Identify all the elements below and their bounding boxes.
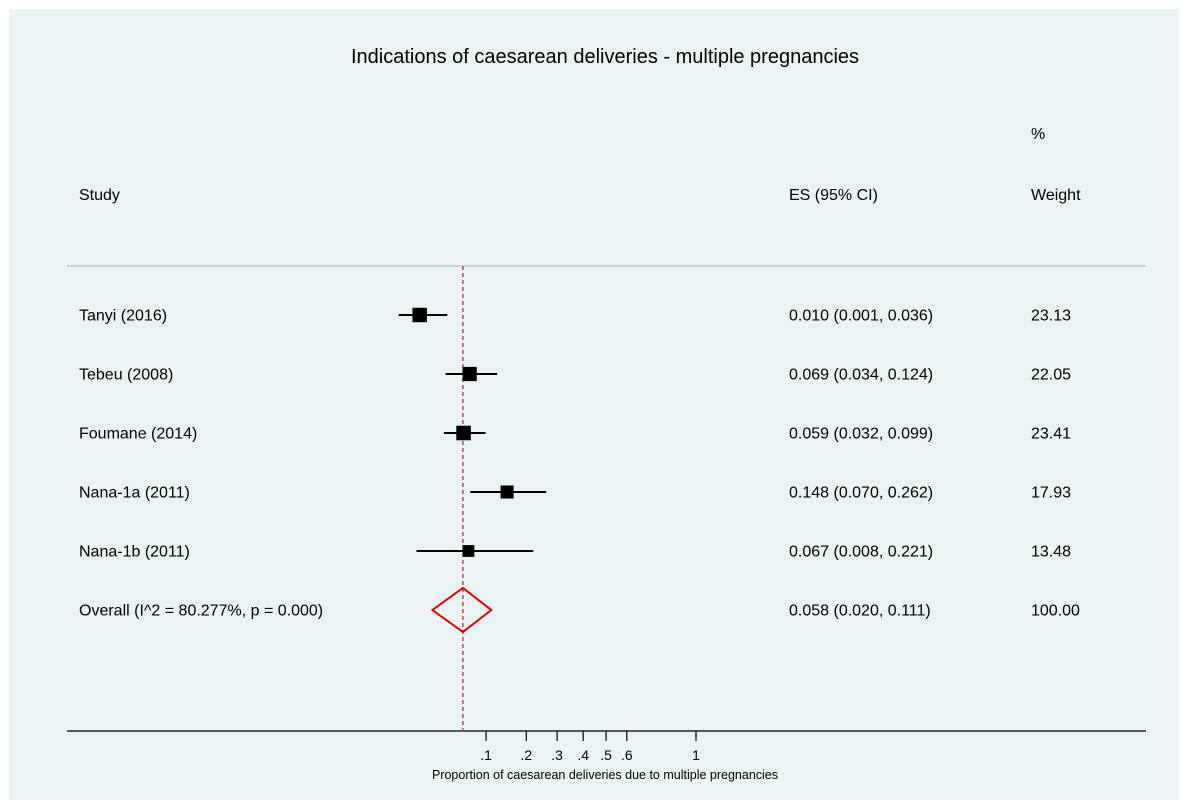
- header-weight-percent: %: [1031, 126, 1045, 143]
- effect-size-marker: [462, 545, 475, 557]
- study-label: Tanyi (2016): [79, 308, 167, 325]
- study-label: Nana-1a (2011): [79, 485, 190, 502]
- x-tick-label: .2: [520, 747, 532, 763]
- overall-diamond: [430, 586, 493, 634]
- x-tick-label: .6: [621, 747, 633, 763]
- study-label: Foumane (2014): [79, 426, 197, 443]
- overall-label: Overall (I^2 = 80.277%, p = 0.000): [79, 603, 323, 620]
- weight-value: 23.41: [1031, 426, 1071, 443]
- weight-value: 23.13: [1031, 308, 1071, 325]
- study-label: Tebeu (2008): [79, 367, 173, 384]
- weight-value: 13.48: [1031, 544, 1071, 561]
- header-study: Study: [79, 187, 120, 204]
- es-ci-value: 0.148 (0.070, 0.262): [789, 485, 933, 502]
- plot-region: [9, 9, 1179, 800]
- x-tick-label: .1: [480, 747, 492, 763]
- overall-weight-value: 100.00: [1031, 603, 1080, 620]
- effect-size-marker: [456, 425, 471, 441]
- x-tick-label: .3: [551, 747, 563, 763]
- weight-value: 17.93: [1031, 485, 1071, 502]
- es-ci-value: 0.069 (0.034, 0.124): [789, 367, 933, 384]
- effect-size-marker: [412, 307, 427, 323]
- study-rows: Tanyi (2016) 0.010 (0.001, 0.036) 23.13 Teb…: [79, 266, 1080, 731]
- weight-value: 22.05: [1031, 367, 1071, 384]
- study-label: Nana-1b (2011): [79, 544, 190, 561]
- effect-size-marker: [462, 366, 477, 382]
- es-ci-value: 0.010 (0.001, 0.036): [789, 308, 933, 325]
- x-axis: .1 .2 .3 .4 .5 .6 1: [480, 731, 700, 763]
- chart-title: Indications of caesarean deliveries - mu…: [351, 46, 859, 68]
- x-tick-label: 1: [692, 747, 700, 763]
- overall-es-ci-value: 0.058 (0.020, 0.111): [789, 603, 931, 620]
- header-weight: Weight: [1031, 187, 1081, 204]
- es-ci-value: 0.059 (0.032, 0.099): [789, 426, 933, 443]
- effect-size-marker: [500, 485, 514, 499]
- x-tick-label: .4: [577, 747, 589, 763]
- es-ci-value: 0.067 (0.008, 0.221): [789, 544, 933, 561]
- x-tick-label: .5: [600, 747, 612, 763]
- header-es: ES (95% CI): [789, 187, 878, 204]
- x-axis-label: Proportion of caesarean deliveries due t…: [432, 768, 778, 782]
